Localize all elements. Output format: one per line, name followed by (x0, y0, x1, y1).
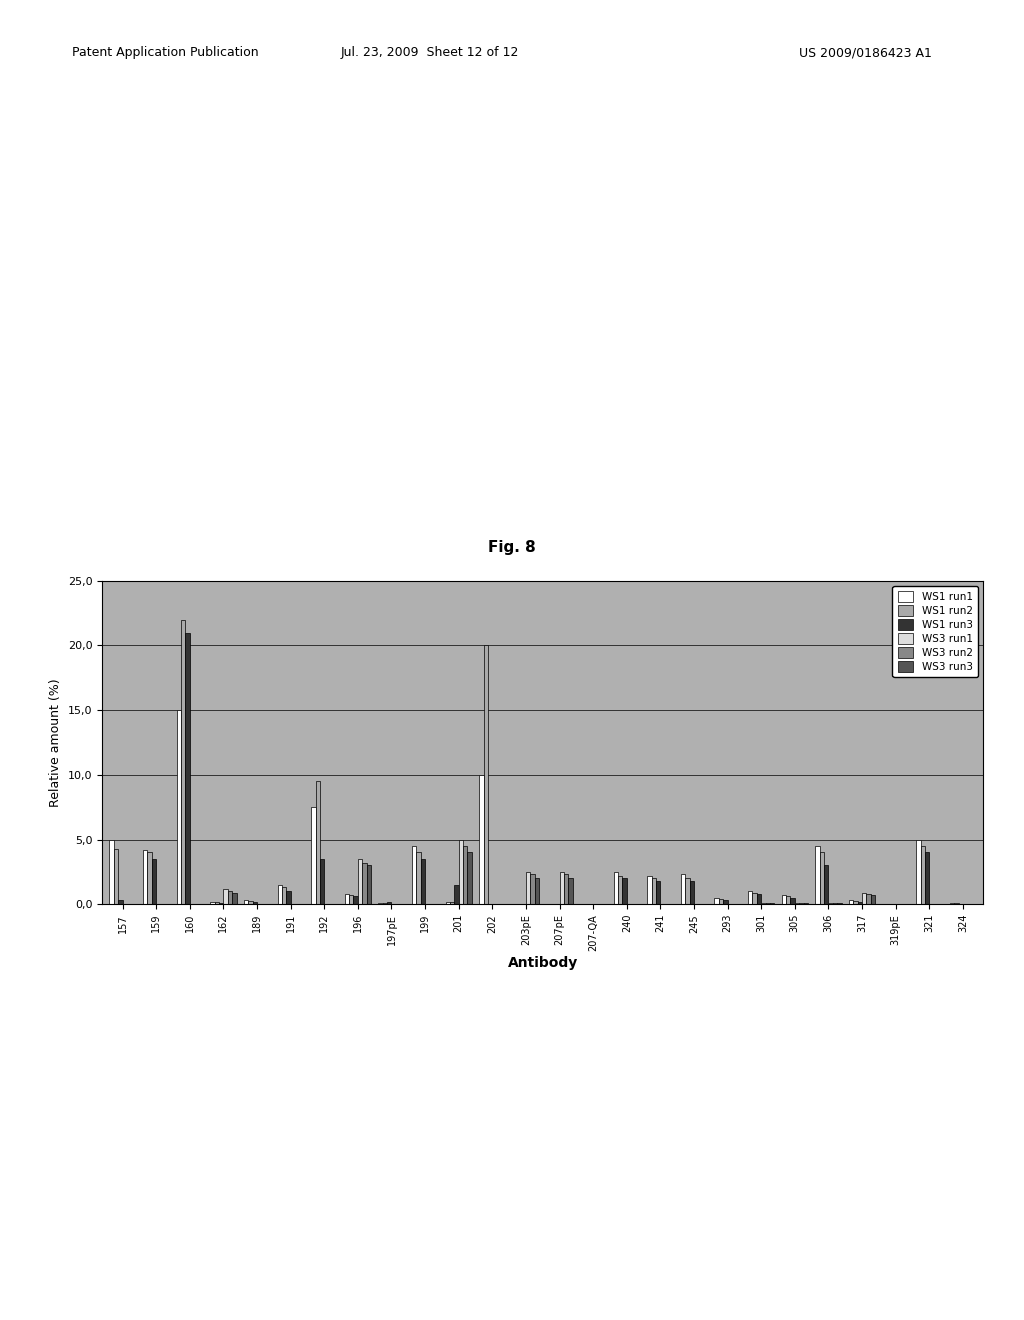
Bar (367, 866, 371, 904)
Bar (248, 902, 253, 904)
Bar (651, 878, 656, 904)
Bar (315, 781, 319, 904)
Text: Patent Application Publication: Patent Application Publication (72, 46, 258, 59)
Bar (866, 894, 870, 904)
Bar (535, 878, 539, 904)
Bar (916, 840, 921, 904)
Bar (815, 846, 819, 904)
Bar (715, 898, 719, 904)
Bar (445, 902, 450, 904)
Bar (559, 873, 564, 904)
Bar (311, 807, 315, 904)
Bar (147, 853, 152, 904)
Bar (114, 849, 118, 904)
Legend: WS1 run1, WS1 run2, WS1 run3, WS3 run1, WS3 run2, WS3 run3: WS1 run1, WS1 run2, WS1 run3, WS3 run1, … (893, 586, 978, 677)
Bar (479, 775, 483, 904)
Bar (925, 853, 929, 904)
Bar (223, 888, 227, 904)
Bar (143, 850, 147, 904)
Bar (319, 859, 325, 904)
Bar (921, 846, 925, 904)
Bar (753, 892, 757, 904)
Bar (421, 859, 425, 904)
Bar (177, 710, 181, 904)
Bar (455, 884, 459, 904)
Bar (526, 873, 530, 904)
Bar (656, 880, 660, 904)
Bar (786, 896, 791, 904)
Bar (723, 900, 728, 904)
Bar (870, 895, 876, 904)
Bar (568, 878, 572, 904)
Bar (757, 894, 761, 904)
Bar (467, 853, 472, 904)
Bar (232, 892, 237, 904)
Bar (719, 899, 723, 904)
Text: Jul. 23, 2009  Sheet 12 of 12: Jul. 23, 2009 Sheet 12 of 12 (341, 46, 519, 59)
Bar (353, 896, 357, 904)
Bar (613, 873, 618, 904)
Bar (362, 863, 367, 904)
Bar (253, 902, 257, 904)
Bar (210, 902, 215, 904)
Bar (349, 895, 353, 904)
Bar (244, 900, 248, 904)
Bar (287, 891, 291, 904)
Bar (749, 891, 753, 904)
Bar (387, 903, 391, 904)
Bar (530, 874, 535, 904)
Bar (152, 859, 157, 904)
Bar (357, 859, 362, 904)
Bar (853, 902, 858, 904)
Bar (450, 902, 455, 904)
Bar (412, 846, 417, 904)
Bar (459, 840, 463, 904)
Bar (185, 632, 189, 904)
Bar (278, 884, 282, 904)
Bar (858, 902, 862, 904)
Bar (849, 900, 853, 904)
Bar (689, 880, 694, 904)
Y-axis label: Relative amount (%): Relative amount (%) (49, 678, 62, 807)
Bar (781, 895, 786, 904)
Text: US 2009/0186423 A1: US 2009/0186423 A1 (799, 46, 932, 59)
Bar (791, 898, 795, 904)
X-axis label: Antibody: Antibody (508, 956, 578, 970)
Bar (685, 878, 689, 904)
Bar (564, 874, 568, 904)
Bar (824, 866, 828, 904)
Bar (618, 875, 623, 904)
Bar (862, 892, 866, 904)
Bar (215, 903, 219, 904)
Bar (417, 853, 421, 904)
Bar (483, 645, 487, 904)
Bar (118, 900, 123, 904)
Text: Fig. 8: Fig. 8 (488, 540, 536, 556)
Bar (110, 840, 114, 904)
Bar (647, 875, 651, 904)
Bar (345, 894, 349, 904)
Bar (623, 878, 627, 904)
Bar (227, 891, 232, 904)
Bar (282, 887, 287, 904)
Bar (681, 874, 685, 904)
Bar (819, 853, 824, 904)
Bar (463, 846, 467, 904)
Bar (181, 619, 185, 904)
